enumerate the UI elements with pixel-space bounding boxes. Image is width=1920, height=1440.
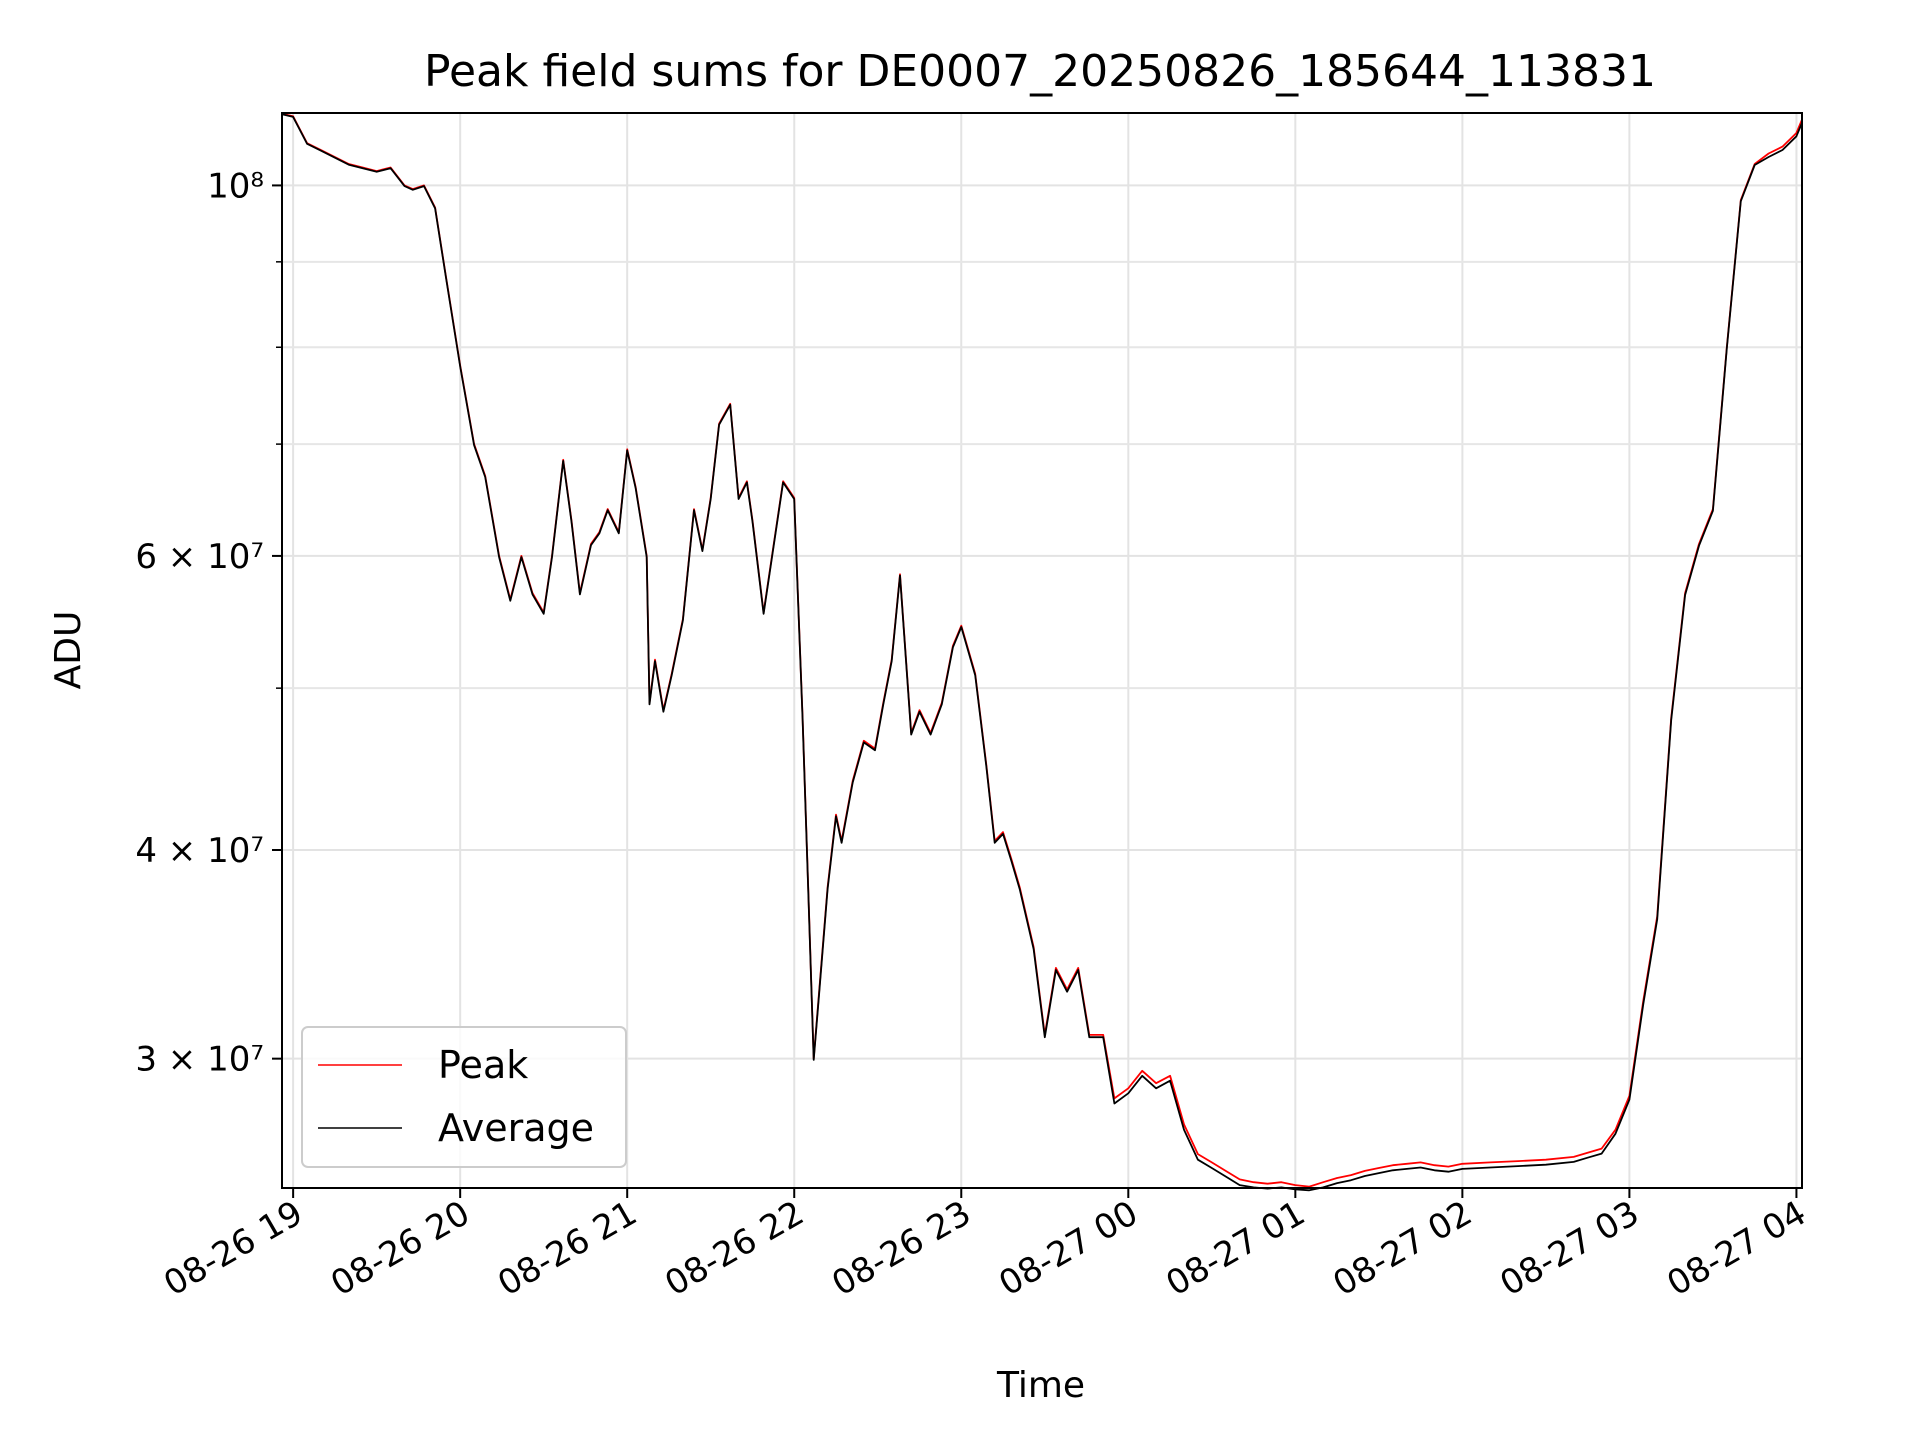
grid-layer [282,113,1802,1188]
y-tick-label: 10⁸ [207,166,264,206]
y-axis-label: ADU [48,611,89,690]
series-layer [281,112,1803,1192]
legend-label-peak: Peak [438,1043,528,1087]
chart-title: Peak field sums for DE0007_20250826_1856… [424,46,1656,97]
plot-area-frame [281,112,1803,1189]
legend-box [301,1026,627,1168]
legend-label-average: Average [438,1106,594,1150]
legend: Peak Average [301,1026,627,1168]
y-tick-label: 3 × 10⁷ [135,1040,264,1080]
y-tick-label: 4 × 10⁷ [135,831,264,871]
y-tick-label: 6 × 10⁷ [135,537,264,577]
series-line-average [281,113,1803,1192]
x-axis-label: Time [996,1365,1085,1406]
